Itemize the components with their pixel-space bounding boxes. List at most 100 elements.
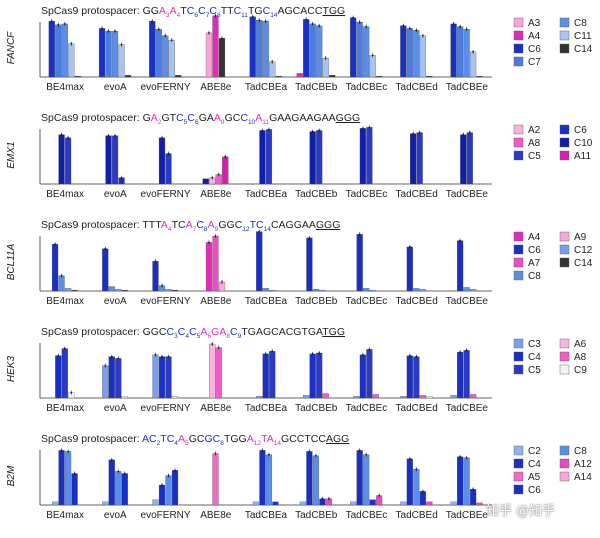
- protospacer-segment: C: [196, 219, 204, 231]
- data-point: [151, 20, 154, 23]
- data-point: [318, 352, 321, 354]
- data-point: [318, 24, 321, 27]
- data-point: [110, 355, 113, 358]
- data-point: [415, 468, 418, 471]
- protospacer-segment: GGC: [218, 219, 242, 231]
- bar-a12: [426, 501, 433, 506]
- data-point: [251, 15, 254, 18]
- bar-c12: [165, 289, 172, 292]
- data-point: [358, 21, 361, 23]
- bar-c5: [466, 132, 473, 185]
- bar-c6: [256, 231, 263, 292]
- protospacer-subscript: 10: [248, 119, 256, 126]
- legend-label-c5: C5: [528, 365, 541, 376]
- y-axis-label: EMX1: [6, 141, 17, 168]
- protospacer-segment: A: [214, 112, 221, 124]
- legend-label-a9: A9: [574, 232, 587, 243]
- data-point: [161, 284, 163, 287]
- protospacer-segment: GGG: [316, 219, 341, 231]
- protospacer-segment: C: [230, 326, 238, 338]
- bar-c3: [152, 354, 159, 399]
- bar-c10: [359, 128, 366, 185]
- bar-c12: [269, 289, 276, 292]
- data-point: [208, 241, 210, 244]
- category-label: TadCBEc: [346, 296, 388, 307]
- category-label: ABE8e: [200, 189, 232, 200]
- category-label: TadCBEc: [346, 82, 388, 93]
- data-point: [63, 347, 66, 350]
- bar-c2: [299, 501, 307, 506]
- legend-label-a4: A4: [528, 31, 541, 42]
- data-point: [170, 39, 173, 41]
- protospacer-segment: C: [187, 5, 195, 17]
- protospacer-segment: A: [186, 219, 193, 231]
- data-point: [402, 24, 405, 27]
- bar-c6: [419, 491, 426, 506]
- bar-c10: [410, 133, 417, 185]
- protospacer-subscript: 8: [221, 119, 225, 126]
- bar-c3: [450, 395, 457, 399]
- legend-swatch-c14: [559, 43, 570, 54]
- bar-c6: [356, 234, 363, 292]
- legend-swatch-a3: [513, 17, 524, 28]
- protospacer-subscript: 12: [254, 440, 262, 447]
- legend-swatch-c11: [559, 30, 570, 41]
- protospacer-subscript: 4: [174, 440, 178, 447]
- protospacer-segment: TGAGCACGTGA: [241, 326, 323, 338]
- bar-c7: [55, 24, 62, 78]
- data-point: [123, 472, 126, 475]
- data-point: [161, 484, 163, 486]
- y-axis-label: FANCF: [6, 31, 17, 64]
- protospacer-segment: C: [187, 112, 195, 124]
- category-label: TadCBEb: [295, 510, 338, 521]
- protospacer-segment: GC: [205, 433, 221, 445]
- bar-c12: [64, 288, 72, 292]
- category-label: TadCBEd: [396, 296, 438, 307]
- bar-c7: [105, 30, 112, 78]
- bar-c4: [456, 351, 464, 399]
- legend-label-c3: C3: [528, 339, 541, 350]
- protospacer-subscript: 14: [274, 440, 282, 447]
- bar-c9: [426, 396, 433, 399]
- legend-label-a8: A8: [574, 352, 587, 363]
- protospacer-segment: TA: [261, 433, 274, 445]
- bar-c10: [202, 178, 209, 185]
- legend-swatch-c9: [559, 364, 570, 375]
- data-point: [120, 43, 123, 46]
- data-point: [412, 132, 415, 135]
- legend-label-c2: C2: [528, 446, 541, 457]
- bar-c11: [419, 35, 426, 78]
- bar-c8: [463, 287, 470, 292]
- data-point: [308, 237, 311, 239]
- data-point: [415, 355, 418, 358]
- bar-c6: [149, 21, 156, 78]
- bar-c8: [363, 288, 370, 292]
- data-point: [368, 126, 371, 129]
- legend-label-c5: C5: [528, 151, 541, 162]
- category-label: evoA: [104, 189, 127, 200]
- protospacer-segment: T: [180, 5, 187, 17]
- bar-c8: [413, 469, 420, 506]
- legend-swatch-c4: [513, 458, 524, 469]
- data-point: [271, 60, 274, 63]
- bar-c5: [265, 129, 273, 185]
- protospacer-subscript: 8: [226, 333, 230, 340]
- data-point: [465, 28, 468, 31]
- y-axis-label: HEK3: [6, 356, 17, 383]
- bar-c10: [158, 137, 166, 185]
- category-label: BE4max: [46, 296, 84, 307]
- category-label: evoA: [104, 510, 127, 521]
- protospacer-segment: C: [263, 5, 271, 17]
- category-label: TadCBEa: [245, 296, 288, 307]
- legend-label-c9: C9: [574, 365, 587, 376]
- bar-c6: [102, 248, 109, 292]
- legend-swatch-c6: [513, 43, 524, 54]
- bar-c4: [456, 456, 464, 506]
- protospacer-subscript: 6: [207, 333, 211, 340]
- bar-c7: [256, 20, 263, 78]
- data-point: [164, 34, 167, 37]
- bar-c5: [316, 352, 323, 399]
- bar-c5: [269, 351, 276, 399]
- bar-c6: [369, 499, 376, 506]
- legend-swatch-a7: [513, 257, 524, 268]
